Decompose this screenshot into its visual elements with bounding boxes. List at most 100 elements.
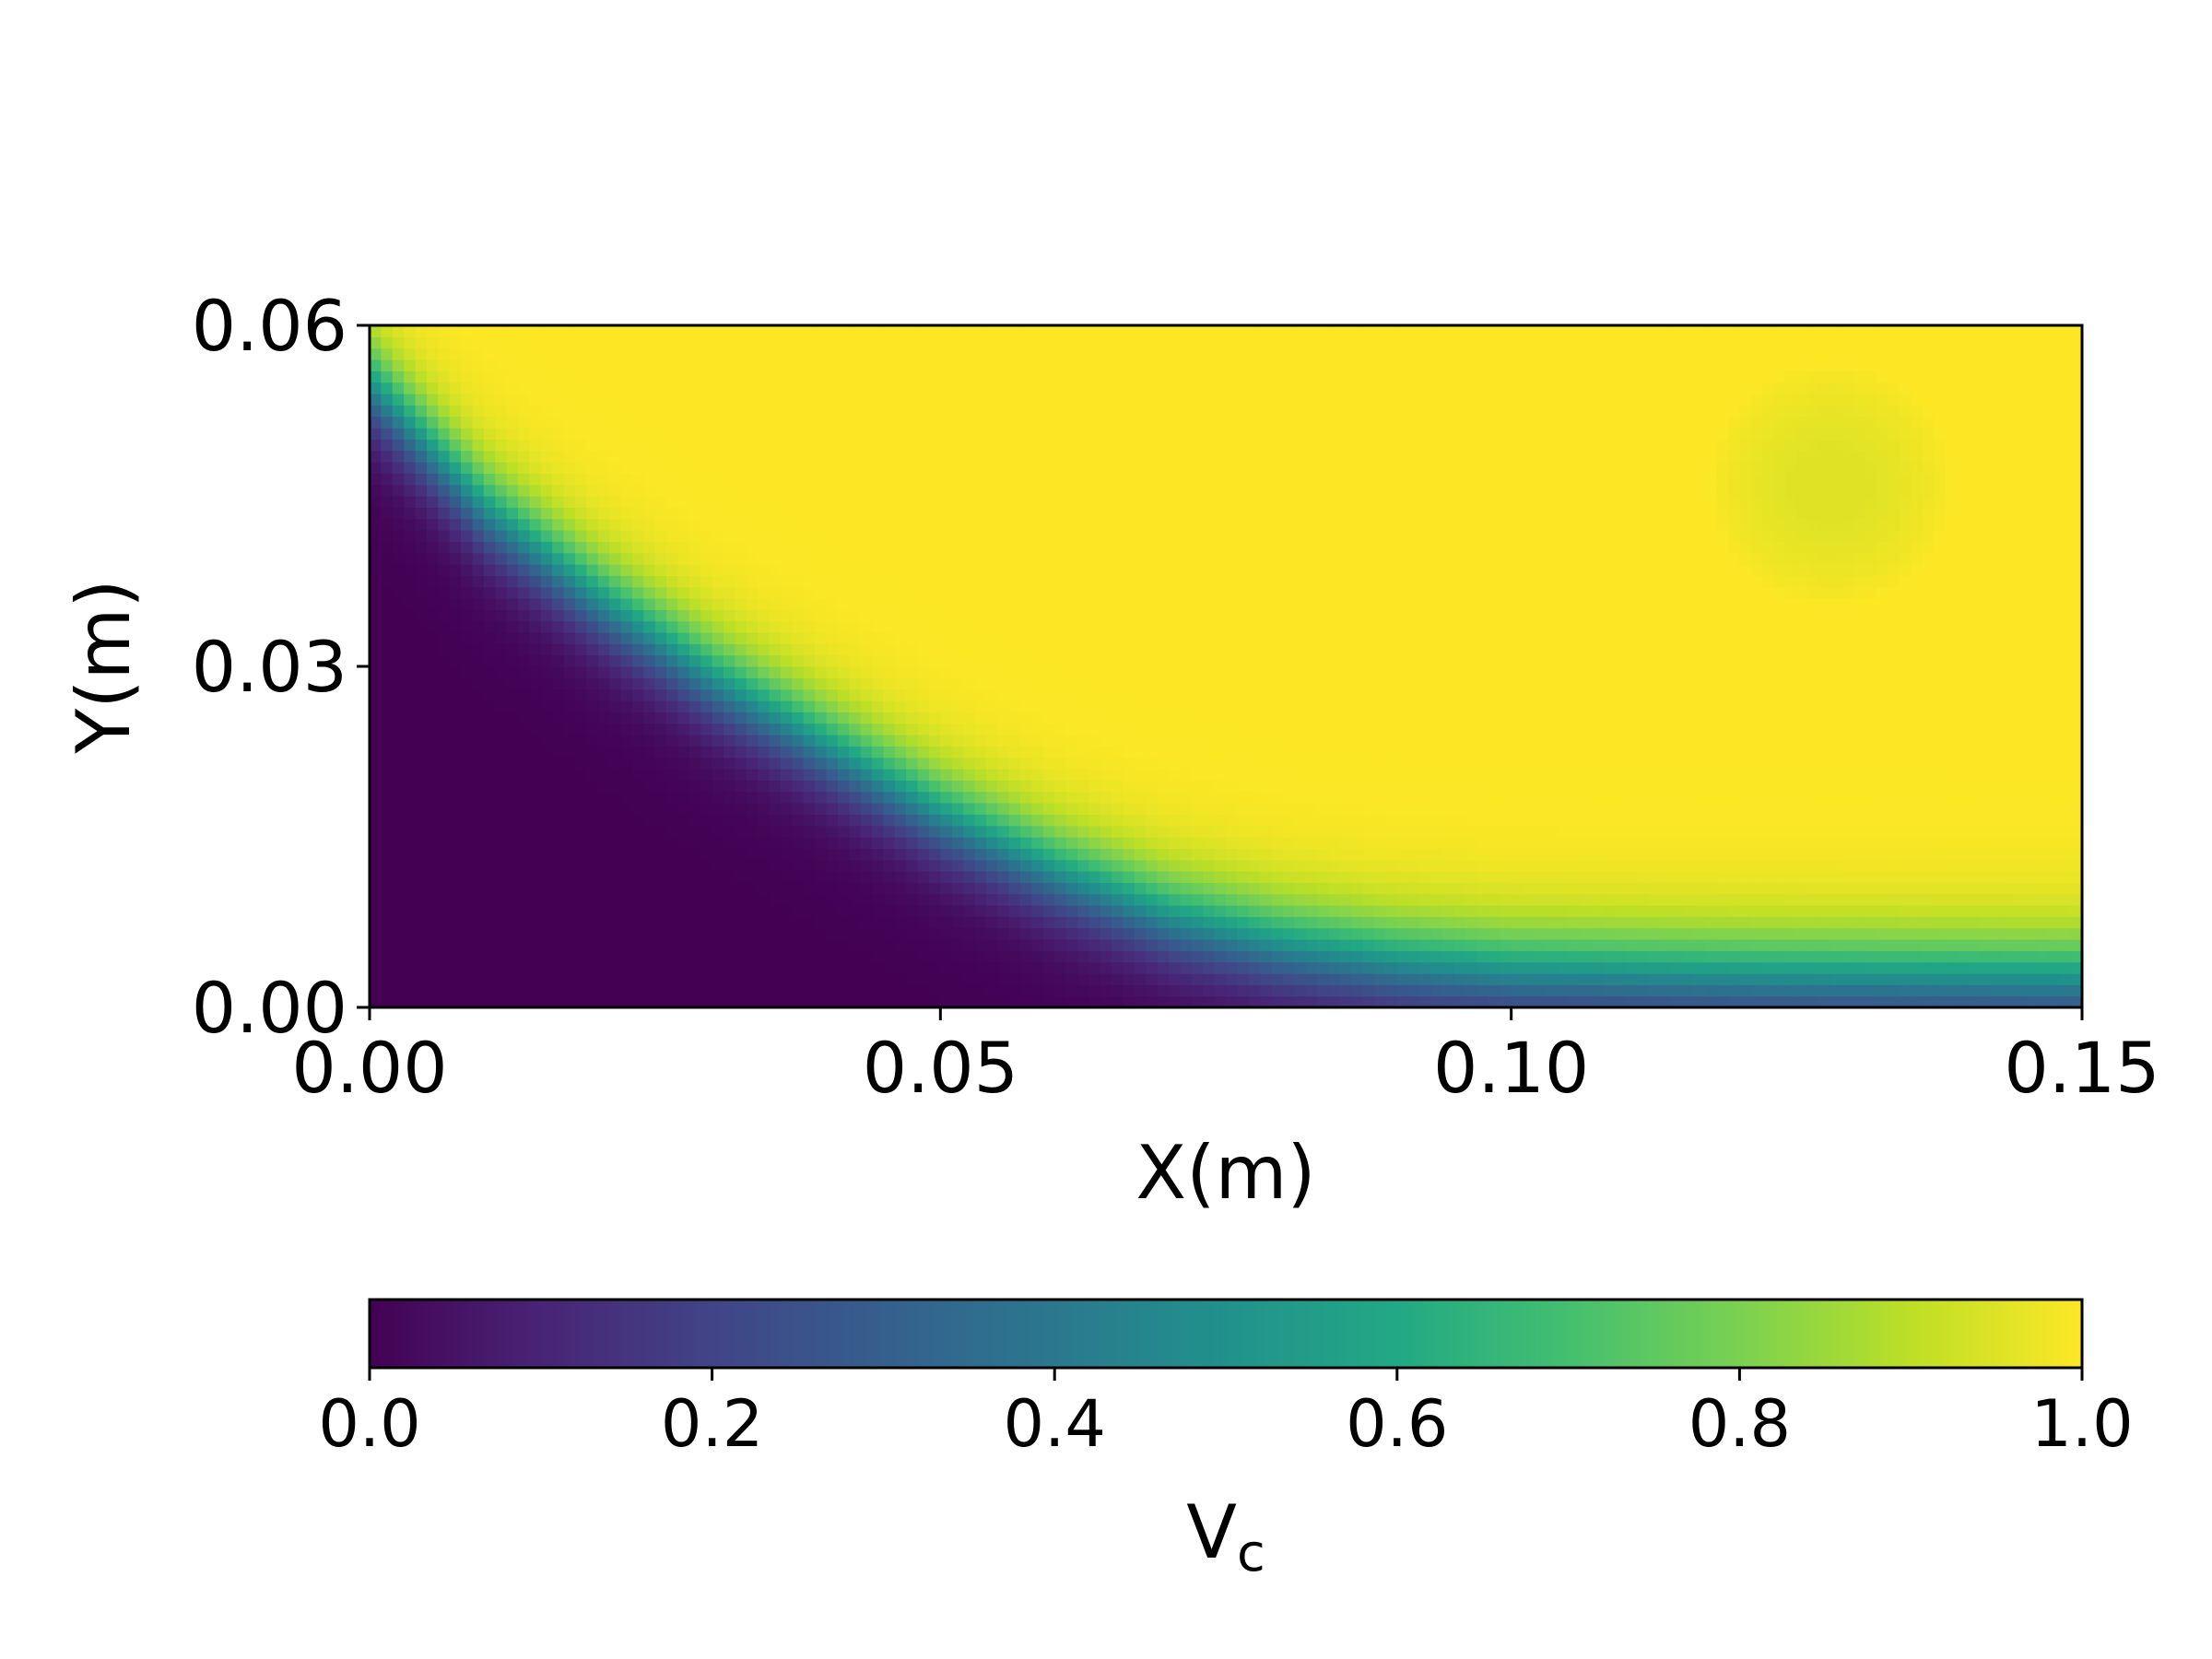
heatmap-cell bbox=[700, 712, 713, 724]
heatmap-cell bbox=[1979, 905, 1992, 917]
heatmap-cell bbox=[1282, 791, 1295, 804]
heatmap-cell bbox=[1430, 712, 1443, 724]
heatmap-cell bbox=[449, 848, 462, 861]
heatmap-cell bbox=[2070, 995, 2082, 1007]
heatmap-cell bbox=[1123, 973, 1135, 985]
heatmap-cell bbox=[1134, 825, 1147, 838]
heatmap-cell bbox=[631, 791, 644, 804]
heatmap-cell bbox=[1271, 688, 1284, 701]
heatmap-cell bbox=[1374, 837, 1387, 849]
heatmap-cell bbox=[1031, 769, 1044, 781]
heatmap-cell bbox=[495, 780, 508, 793]
heatmap-cell bbox=[1659, 825, 1672, 838]
heatmap-cell bbox=[1956, 769, 1969, 781]
heatmap-cell bbox=[1807, 643, 1820, 656]
heatmap-cell bbox=[1237, 905, 1250, 917]
heatmap-cell bbox=[894, 620, 907, 633]
heatmap-cell bbox=[1214, 825, 1227, 838]
heatmap-cell bbox=[506, 723, 519, 735]
heatmap-cell bbox=[1374, 688, 1387, 701]
heatmap-cell bbox=[506, 746, 519, 759]
heatmap-cell bbox=[2070, 723, 2082, 735]
heatmap-cell bbox=[1750, 905, 1763, 917]
heatmap-cell bbox=[1693, 769, 1706, 781]
heatmap-cell bbox=[2002, 791, 2015, 804]
heatmap-cell bbox=[1819, 803, 1832, 815]
heatmap-cell bbox=[1088, 654, 1101, 667]
heatmap-cell bbox=[940, 905, 953, 917]
heatmap-cell bbox=[758, 803, 771, 815]
heatmap-cell bbox=[563, 916, 576, 929]
heatmap-cell bbox=[1305, 746, 1318, 759]
heatmap-cell bbox=[860, 803, 873, 815]
heatmap-cell bbox=[1271, 654, 1284, 667]
heatmap-cell bbox=[1408, 654, 1421, 667]
heatmap-cell bbox=[1362, 803, 1375, 815]
heatmap-cell bbox=[769, 666, 782, 678]
heatmap-cell bbox=[1339, 688, 1352, 701]
heatmap-cell bbox=[1739, 735, 1752, 747]
heatmap-cell bbox=[415, 916, 428, 929]
heatmap-cell bbox=[1511, 632, 1524, 644]
heatmap-cell bbox=[1453, 769, 1466, 781]
heatmap-cell bbox=[1031, 939, 1044, 951]
heatmap-cell bbox=[597, 837, 610, 849]
heatmap-cell bbox=[518, 995, 531, 1007]
heatmap-cell bbox=[1351, 871, 1364, 883]
heatmap-cell bbox=[1979, 859, 1992, 872]
heatmap-cell bbox=[1682, 780, 1695, 793]
heatmap-cell bbox=[723, 769, 735, 781]
heatmap-cell bbox=[1682, 700, 1695, 712]
heatmap-cell bbox=[1031, 893, 1044, 906]
heatmap-cell bbox=[1271, 757, 1284, 770]
heatmap-cell bbox=[1203, 632, 1216, 644]
heatmap-cell bbox=[2036, 735, 2049, 747]
heatmap-cell bbox=[1077, 848, 1089, 861]
heatmap-cell bbox=[1408, 712, 1421, 724]
heatmap-cell bbox=[1716, 700, 1729, 712]
heatmap-cell bbox=[1500, 780, 1512, 793]
heatmap-cell bbox=[1260, 769, 1273, 781]
heatmap-cell bbox=[1442, 746, 1455, 759]
heatmap-cell bbox=[1191, 632, 1204, 644]
heatmap-cell bbox=[1203, 757, 1216, 770]
heatmap-cell bbox=[1180, 791, 1193, 804]
heatmap-cell bbox=[1500, 893, 1512, 906]
heatmap-cell bbox=[1534, 939, 1547, 951]
heatmap-cell bbox=[1990, 712, 2003, 724]
heatmap-cell bbox=[1134, 871, 1147, 883]
heatmap-cell bbox=[1911, 848, 1924, 861]
heatmap-cell bbox=[1294, 961, 1307, 974]
heatmap-cell bbox=[370, 882, 382, 895]
heatmap-cell bbox=[574, 803, 587, 815]
heatmap-cell bbox=[1865, 950, 1877, 963]
heatmap-cell bbox=[1888, 871, 1900, 883]
heatmap-cell bbox=[1088, 677, 1101, 690]
heatmap-cell bbox=[1248, 973, 1261, 985]
heatmap-cell bbox=[735, 882, 747, 895]
heatmap-cell bbox=[1523, 757, 1535, 770]
heatmap-cell bbox=[449, 939, 462, 951]
heatmap-cell bbox=[1773, 973, 1786, 985]
heatmap-cell bbox=[1385, 803, 1398, 815]
heatmap-cell bbox=[597, 859, 610, 872]
heatmap-cell bbox=[815, 984, 828, 997]
heatmap-cell bbox=[769, 688, 782, 701]
heatmap-cell bbox=[643, 984, 656, 997]
heatmap-cell bbox=[837, 780, 850, 793]
heatmap-cell bbox=[1841, 712, 1854, 724]
heatmap-cell bbox=[1020, 859, 1033, 872]
heatmap-cell bbox=[1305, 893, 1318, 906]
heatmap-cell bbox=[495, 700, 508, 712]
heatmap-cell bbox=[1248, 927, 1261, 940]
heatmap-cell bbox=[963, 961, 976, 974]
heatmap-cell bbox=[746, 973, 759, 985]
heatmap-cell bbox=[495, 803, 508, 815]
heatmap-cell bbox=[529, 927, 542, 940]
heatmap-cell bbox=[758, 961, 771, 974]
heatmap-cell bbox=[677, 859, 690, 872]
heatmap-cell bbox=[1031, 927, 1044, 940]
heatmap-cell bbox=[1796, 654, 1809, 667]
heatmap-cell bbox=[1465, 814, 1478, 827]
heatmap-cell bbox=[1648, 677, 1661, 690]
